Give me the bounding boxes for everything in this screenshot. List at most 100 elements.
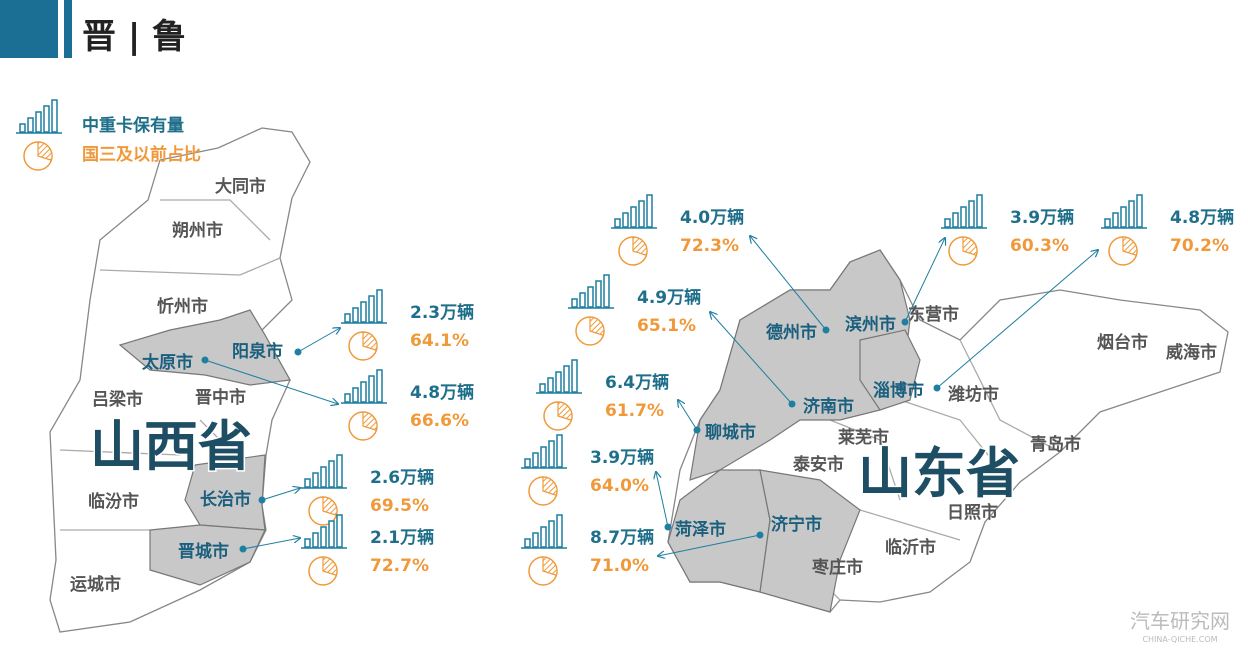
pie-slice — [362, 411, 378, 431]
city-dot — [822, 326, 830, 334]
share-label: 72.3% — [680, 236, 739, 256]
pie-slice — [37, 141, 53, 161]
bar-icon — [328, 460, 335, 488]
count-label: 3.9万辆 — [590, 447, 654, 468]
bar-icon — [603, 274, 610, 308]
city-name: 济宁市 — [771, 514, 822, 535]
share-label: 60.3% — [1010, 236, 1069, 256]
bar-icon — [304, 538, 311, 548]
legend-count: 中重卡保有量 — [82, 115, 184, 136]
city-dot — [933, 384, 941, 392]
title-block — [0, 0, 58, 58]
bar-icon — [19, 123, 26, 133]
city-name: 济南市 — [803, 396, 854, 417]
bar-icon — [952, 212, 959, 228]
bar-icon — [376, 369, 383, 403]
bar-icon — [360, 301, 367, 323]
bar-icon — [622, 212, 629, 228]
bar-icon — [336, 454, 343, 488]
city-dot — [239, 545, 247, 553]
share-label: 64.1% — [410, 331, 469, 351]
bar-icon — [1120, 206, 1127, 228]
share-label: 70.2% — [1170, 236, 1229, 256]
bar-icon — [27, 117, 34, 133]
count-label: 4.8万辆 — [1170, 207, 1234, 228]
watermark: 汽车研究网 — [1130, 609, 1230, 633]
bar-icon — [524, 458, 531, 468]
city-name: 潍坊市 — [948, 384, 999, 405]
shandong-highlight — [667, 249, 921, 613]
bar-icon — [352, 307, 359, 323]
watermark-url: CHINA-QICHE.COM — [1142, 635, 1217, 644]
share-label: 64.0% — [590, 476, 649, 496]
city-name: 烟台市 — [1097, 332, 1148, 353]
bar-icon — [368, 375, 375, 403]
city-dot — [664, 523, 672, 531]
bar-icon — [1104, 218, 1111, 228]
city-name: 临沂市 — [885, 537, 936, 558]
bar-icon — [336, 514, 343, 548]
city-name: 长治市 — [200, 489, 251, 510]
pie-slice — [322, 556, 338, 576]
province-name: 山西省 — [90, 415, 252, 478]
bar-icon — [579, 292, 586, 308]
leader-arrow — [750, 236, 827, 331]
bar-icon — [51, 99, 58, 133]
pie-slice — [589, 316, 605, 336]
share-label: 61.7% — [605, 401, 664, 421]
leader-arrow — [297, 328, 340, 353]
city-name: 晋中市 — [195, 387, 246, 408]
shanxi-highlight — [118, 309, 291, 586]
count-label: 8.7万辆 — [590, 527, 654, 548]
city-dot — [756, 531, 764, 539]
bar-icon — [320, 526, 327, 548]
city-name: 运城市 — [70, 574, 121, 595]
bar-icon — [960, 206, 967, 228]
bar-icon — [344, 313, 351, 323]
bar-icon — [376, 289, 383, 323]
city-name: 东营市 — [908, 304, 959, 325]
count-label: 2.6万辆 — [370, 467, 434, 488]
share-label: 69.5% — [370, 496, 429, 516]
city-name: 晋城市 — [178, 541, 229, 562]
city-name: 莱芜市 — [838, 427, 889, 448]
leader-arrow — [658, 534, 761, 556]
city-name: 吕梁市 — [92, 389, 143, 410]
share-label: 65.1% — [637, 316, 696, 336]
city-dot — [901, 318, 909, 326]
bar-icon — [587, 286, 594, 308]
count-label: 4.8万辆 — [410, 382, 474, 403]
share-label: 71.0% — [590, 556, 649, 576]
pie-slice — [542, 476, 558, 496]
province-name: 山东省 — [858, 442, 1020, 505]
pie-slice — [557, 401, 573, 421]
bar-icon — [638, 200, 645, 228]
city-name: 德州市 — [766, 322, 817, 343]
city-name: 泰安市 — [793, 454, 844, 475]
bar-icon — [548, 440, 555, 468]
bar-icon — [976, 194, 983, 228]
bar-icon — [646, 194, 653, 228]
city-name: 日照市 — [947, 502, 998, 523]
bar-icon — [571, 298, 578, 308]
leader-arrow — [261, 488, 300, 501]
bar-icon — [548, 520, 555, 548]
bar-icon — [1128, 200, 1135, 228]
pie-slice — [632, 236, 648, 256]
bar-icon — [35, 111, 42, 133]
bar-icon — [43, 105, 50, 133]
share-label: 66.6% — [410, 411, 469, 431]
title-bar — [64, 0, 72, 58]
bar-icon — [344, 393, 351, 403]
bar-icon — [532, 532, 539, 548]
leader-arrow — [242, 538, 300, 550]
leader-arrow — [710, 312, 793, 405]
leader-arrow — [678, 400, 698, 431]
bar-icon — [555, 371, 562, 393]
title: 晋 | 鲁 — [82, 17, 186, 57]
bar-icon — [571, 359, 578, 393]
city-dot — [294, 348, 302, 356]
bar-icon — [944, 218, 951, 228]
bar-icon — [547, 377, 554, 393]
count-label: 6.4万辆 — [605, 372, 669, 393]
